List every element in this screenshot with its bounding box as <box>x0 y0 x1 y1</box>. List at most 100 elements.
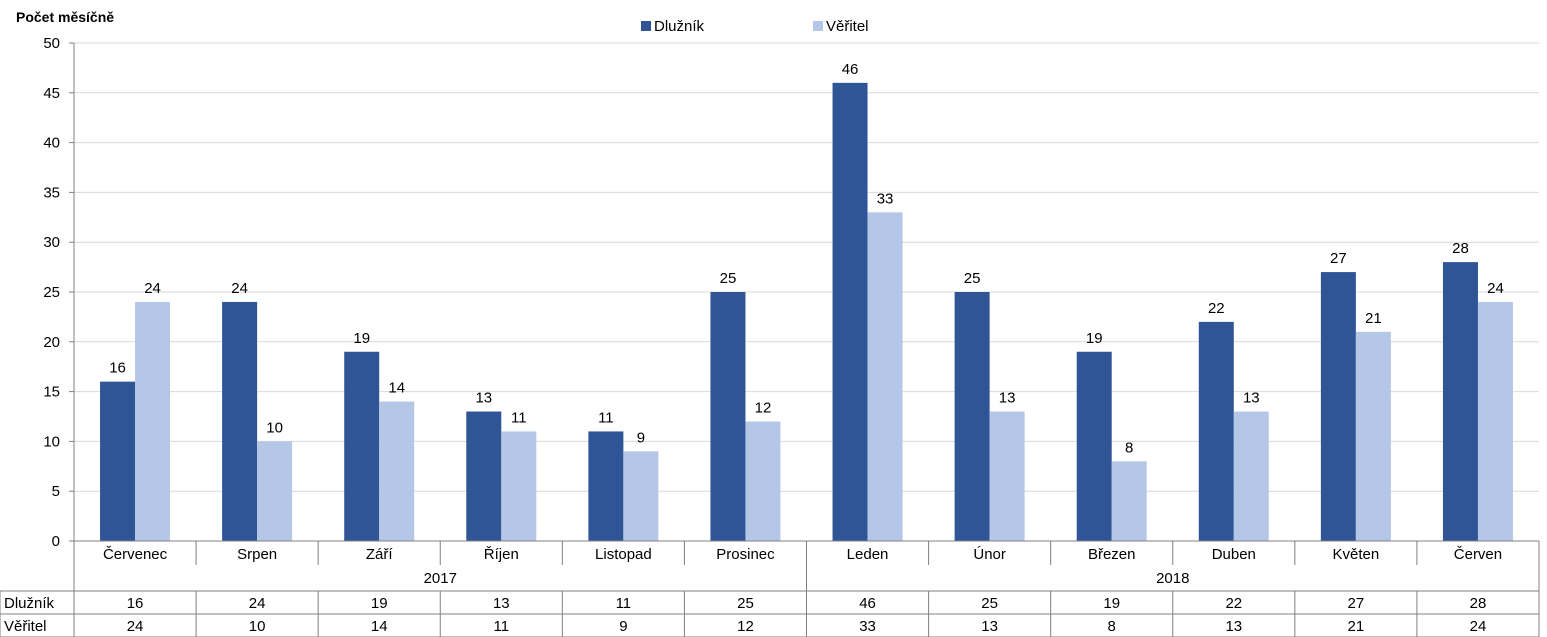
data-table: Dlužník 16 24 19 13 11 25 46 25 19 22 27 28 Věřitel 24… <box>0 590 1540 637</box>
data-label: 16 <box>109 360 126 377</box>
table-cell: 25 <box>981 595 998 612</box>
bar <box>832 82 868 541</box>
data-labels: 16 24 19 13 11 25 46 25 19 22 27 28 24 10 14 11 9 12 33 13 8… <box>109 61 1504 456</box>
legend-swatch <box>641 21 651 31</box>
bar <box>1477 301 1513 541</box>
category-label: Říjen <box>484 546 519 563</box>
y-axis-ticks: 0 5 10 15 20 25 30 35 40 45 50 <box>43 35 75 550</box>
bar <box>466 411 502 541</box>
category-label: Leden <box>847 546 889 563</box>
table-cell: 9 <box>619 618 627 635</box>
legend-label: Dlužník <box>654 18 705 35</box>
table-cell: 13 <box>493 595 510 612</box>
category-label: Září <box>366 546 394 563</box>
bar <box>100 381 136 541</box>
legend-swatch <box>813 21 823 31</box>
bar <box>954 292 990 541</box>
bar <box>588 431 624 541</box>
bar <box>1198 321 1234 541</box>
data-label: 13 <box>1243 390 1260 407</box>
y-tick-label: 25 <box>43 284 60 301</box>
data-label: 13 <box>999 390 1016 407</box>
y-tick-label: 5 <box>52 483 60 500</box>
table-cell: 21 <box>1348 618 1365 635</box>
bar <box>1442 262 1478 541</box>
data-label: 8 <box>1125 439 1133 456</box>
category-labels: Červenec Srpen Září Říjen Listopad Prosinec Le… <box>103 546 1502 563</box>
category-label: Prosinec <box>716 546 775 563</box>
y-tick-label: 50 <box>43 35 60 52</box>
table-cell: 24 <box>1470 618 1487 635</box>
bar <box>745 421 781 541</box>
table-cell: 11 <box>616 595 632 612</box>
legend: Dlužník Věřitel <box>641 18 869 35</box>
bar <box>1320 272 1356 541</box>
data-label: 11 <box>511 409 527 426</box>
data-label: 25 <box>964 270 981 287</box>
y-tick-label: 0 <box>52 533 60 550</box>
category-label: Únor <box>973 546 1006 563</box>
table-cell: 19 <box>1103 595 1120 612</box>
data-label: 21 <box>1365 310 1382 327</box>
data-label: 24 <box>1487 280 1504 297</box>
y-tick-label: 10 <box>43 433 60 450</box>
table-cell: 13 <box>981 618 998 635</box>
data-label: 28 <box>1452 240 1469 257</box>
data-label: 9 <box>637 429 645 446</box>
table-cell: 22 <box>1225 595 1242 612</box>
y-axis-label: Počet měsíčně <box>16 9 114 25</box>
bar <box>1233 411 1269 541</box>
gridlines <box>74 42 1539 492</box>
category-label: Duben <box>1212 546 1256 563</box>
table-cell: 24 <box>249 595 266 612</box>
bar <box>1355 331 1391 541</box>
table-cell: 33 <box>859 618 876 635</box>
data-label: 14 <box>388 380 405 397</box>
data-label: 33 <box>877 190 894 207</box>
y-tick-label: 35 <box>43 184 60 201</box>
bar <box>501 431 537 541</box>
table-cell: 12 <box>737 618 754 635</box>
bars <box>100 82 1513 541</box>
table-cell: 8 <box>1108 618 1116 635</box>
table-row-label: Věřitel <box>4 618 47 635</box>
data-label: 22 <box>1208 300 1225 317</box>
data-label: 12 <box>755 399 772 416</box>
table-cell: 46 <box>859 595 876 612</box>
y-tick-label: 40 <box>43 135 60 152</box>
bar <box>623 451 659 541</box>
table-cell: 25 <box>737 595 754 612</box>
data-label: 13 <box>475 390 492 407</box>
category-label: Listopad <box>595 546 652 563</box>
data-label: 19 <box>353 330 370 347</box>
bar <box>379 401 415 541</box>
table-cell: 10 <box>249 618 266 635</box>
data-label: 19 <box>1086 330 1103 347</box>
bar <box>222 301 258 541</box>
data-label: 25 <box>720 270 737 287</box>
table-cell: 19 <box>371 595 388 612</box>
table-row-label: Dlužník <box>4 595 55 612</box>
bar <box>257 441 293 541</box>
table-cell: 16 <box>127 595 144 612</box>
y-tick-label: 15 <box>43 384 60 401</box>
bar <box>1111 461 1147 541</box>
bar <box>135 301 171 541</box>
table-cell: 28 <box>1470 595 1487 612</box>
table-cell: 14 <box>371 618 388 635</box>
bar <box>1076 351 1112 541</box>
data-label: 11 <box>598 409 614 426</box>
category-label: Červenec <box>103 546 168 563</box>
category-label: Květen <box>1333 546 1380 563</box>
data-label: 24 <box>231 280 248 297</box>
data-label: 46 <box>842 61 859 78</box>
bar <box>710 292 746 541</box>
y-tick-label: 30 <box>43 234 60 251</box>
y-tick-label: 45 <box>43 85 60 102</box>
bar <box>867 212 903 541</box>
category-label: Červen <box>1454 546 1502 563</box>
data-label: 10 <box>266 419 283 436</box>
data-label: 24 <box>144 280 161 297</box>
legend-label: Věřitel <box>826 18 869 35</box>
